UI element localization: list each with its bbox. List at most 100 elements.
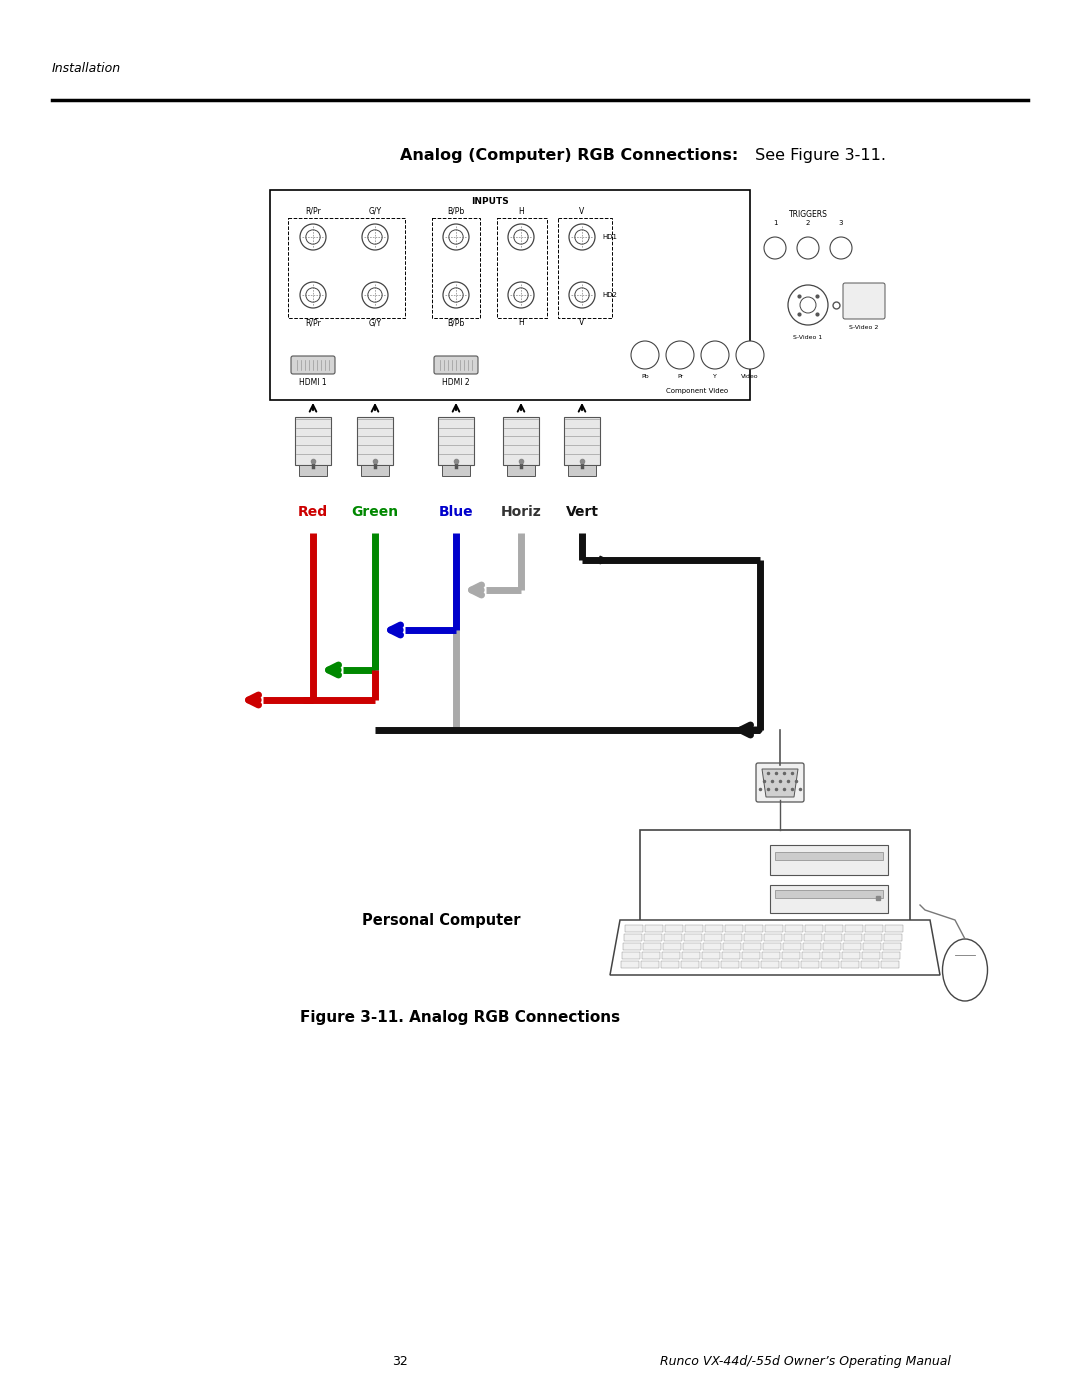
Text: Pr: Pr [677, 374, 683, 379]
Text: 3: 3 [839, 219, 843, 226]
Bar [558, 218, 612, 319]
Bar [775, 852, 883, 861]
Bar [507, 465, 535, 476]
Circle shape [368, 231, 382, 244]
FancyBboxPatch shape [434, 356, 478, 374]
Bar [805, 925, 823, 932]
Text: See Figure 3-11.: See Figure 3-11. [750, 148, 886, 163]
Bar [643, 943, 661, 950]
Text: G/Y: G/Y [368, 319, 381, 327]
Bar [885, 935, 902, 942]
Text: 2: 2 [806, 219, 810, 226]
Text: G/Y: G/Y [368, 207, 381, 217]
Text: Vert: Vert [566, 504, 598, 520]
Bar [663, 943, 681, 950]
Polygon shape [762, 768, 798, 798]
FancyBboxPatch shape [291, 356, 335, 374]
Bar [685, 925, 703, 932]
Circle shape [788, 285, 828, 326]
Circle shape [362, 224, 388, 250]
Text: R/Pr: R/Pr [306, 319, 321, 327]
Bar [664, 935, 681, 942]
Text: V: V [579, 207, 584, 217]
Circle shape [569, 224, 595, 250]
FancyBboxPatch shape [756, 763, 804, 802]
Circle shape [443, 282, 469, 307]
Bar [804, 935, 822, 942]
Bar [842, 951, 860, 958]
Text: Component Video: Component Video [666, 388, 728, 394]
Bar [438, 416, 474, 465]
Bar [723, 943, 741, 950]
Bar [881, 961, 899, 968]
Text: HDMI 2: HDMI 2 [442, 379, 470, 387]
Text: Pb: Pb [642, 374, 649, 379]
Bar [781, 961, 799, 968]
Bar [701, 961, 719, 968]
Polygon shape [610, 921, 940, 975]
Bar [361, 465, 389, 476]
Bar [804, 943, 821, 950]
Bar [288, 218, 405, 319]
Text: Personal Computer: Personal Computer [362, 912, 519, 928]
Bar [644, 935, 662, 942]
Circle shape [514, 288, 528, 302]
Bar [845, 925, 863, 932]
Text: HDMI 1: HDMI 1 [299, 379, 327, 387]
Bar [821, 961, 839, 968]
Bar [745, 925, 762, 932]
Bar [764, 935, 782, 942]
Ellipse shape [943, 939, 987, 1002]
Bar [705, 925, 723, 932]
Bar [442, 465, 470, 476]
Text: B/Pb: B/Pb [447, 319, 464, 327]
Text: Video: Video [741, 374, 759, 379]
Bar [721, 961, 739, 968]
Bar [703, 943, 721, 950]
Bar [662, 951, 680, 958]
Bar [497, 218, 546, 319]
Bar [723, 951, 740, 958]
Circle shape [449, 288, 463, 302]
Bar [862, 951, 880, 958]
Bar [770, 845, 888, 875]
Circle shape [569, 282, 595, 307]
Text: Green: Green [351, 504, 399, 520]
Text: INPUTS: INPUTS [471, 197, 509, 205]
Text: Figure 3-11. Analog RGB Connections: Figure 3-11. Analog RGB Connections [300, 1010, 620, 1025]
Bar [564, 416, 600, 465]
Text: S-Video 2: S-Video 2 [849, 326, 879, 330]
Text: Analog (Computer) RGB Connections:: Analog (Computer) RGB Connections: [400, 148, 739, 163]
Circle shape [735, 341, 764, 369]
Bar [801, 961, 819, 968]
Circle shape [300, 224, 326, 250]
Bar [843, 935, 862, 942]
Circle shape [306, 231, 320, 244]
Bar [761, 961, 779, 968]
Circle shape [449, 231, 463, 244]
Text: 32: 32 [392, 1355, 408, 1368]
Bar [299, 465, 327, 476]
Bar [661, 961, 679, 968]
Text: Horiz: Horiz [501, 504, 541, 520]
Bar [864, 935, 882, 942]
Bar [622, 951, 640, 958]
Bar [762, 943, 781, 950]
FancyBboxPatch shape [843, 284, 885, 319]
Text: Installation: Installation [52, 61, 121, 75]
Bar [702, 951, 720, 958]
Circle shape [300, 282, 326, 307]
Bar [357, 416, 393, 465]
Text: V: V [579, 319, 584, 327]
Bar [883, 943, 901, 950]
Bar [681, 961, 699, 968]
Bar [625, 925, 643, 932]
Text: Y: Y [713, 374, 717, 379]
Circle shape [631, 341, 659, 369]
Text: Red: Red [298, 504, 328, 520]
Bar [765, 925, 783, 932]
Bar [432, 218, 480, 319]
Bar [640, 830, 910, 944]
Bar [865, 925, 883, 932]
Bar [784, 935, 802, 942]
